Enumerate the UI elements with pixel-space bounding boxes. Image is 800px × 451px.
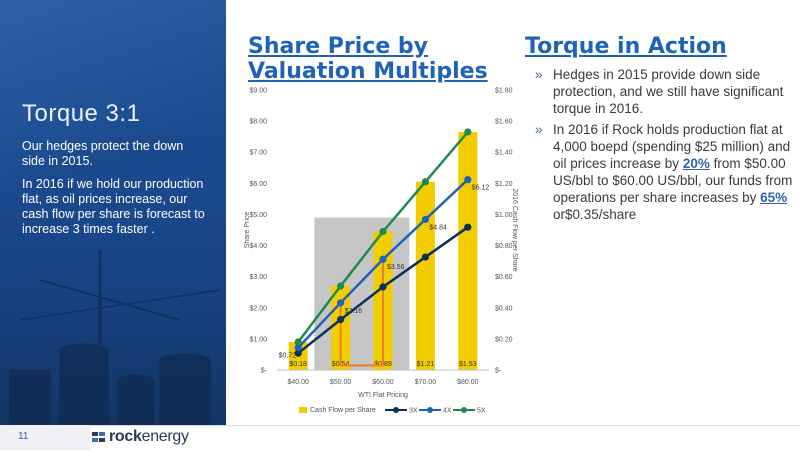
bullet-production-text-1: In 2016 if Rock holds production flat at…: [553, 122, 791, 171]
legend-marker-5x: [461, 407, 467, 413]
bar-value-label: $1.53: [459, 361, 477, 368]
legend-swatch-cash-flow: [299, 407, 307, 413]
y-axis-title: Share Price: [244, 212, 251, 249]
y-tick-label: $-: [261, 368, 268, 375]
series-point-5x: [337, 282, 345, 290]
share-price-chart: $0.18 $0.54 $0.89 $1.21 $1.53$-$1.00$2.00$3.…: [244, 88, 518, 415]
legend-label-3x: 3X: [409, 408, 418, 415]
x-tick-label: $70.00: [415, 379, 437, 386]
series-point-3x: [379, 283, 387, 291]
line-value-label: $3.56: [387, 264, 405, 271]
legend-marker-4x: [427, 407, 433, 413]
sky-backdrop: [0, 0, 226, 260]
highlight-ffo-increase: 65%: [760, 190, 788, 205]
y-tick-label: $8.00: [249, 119, 267, 126]
bar-value-label: $1.21: [417, 361, 435, 368]
chart-title-line-2: Valuation Multiples: [248, 59, 488, 84]
logo-word-energy: energy: [141, 428, 189, 445]
line-value-label: $4.84: [429, 224, 447, 231]
legend-label-5x: 5X: [477, 408, 486, 415]
highlight-region: [314, 217, 410, 370]
y-tick-label: $7.00: [249, 150, 267, 157]
left-panel: Torque 3:1 Our hedges protect the down s…: [0, 0, 226, 450]
bar-cash-flow: [415, 181, 435, 370]
x-tick-label: $50.00: [330, 379, 352, 386]
y-tick-label: $1.00: [249, 336, 267, 343]
legend-marker-3x: [393, 407, 399, 413]
y2-tick-label: $1.20: [495, 181, 513, 188]
company-logo: rockenergy: [92, 428, 189, 446]
x-tick-label: $40.00: [287, 379, 309, 386]
bar-cash-flow: [458, 132, 478, 370]
y2-tick-label: $0.80: [495, 243, 513, 250]
bar-value-label: $0.18: [289, 361, 307, 368]
series-point-5x: [464, 128, 472, 136]
hedge-protection-text: Our hedges protect the down side in 2015…: [22, 139, 184, 168]
series-point-3x: [421, 253, 429, 261]
y-tick-label: $2.00: [249, 305, 267, 312]
y2-tick-label: $1.60: [495, 119, 513, 126]
series-point-4x: [294, 344, 302, 352]
y2-tick-label: $1.80: [495, 88, 513, 95]
x-tick-label: $80.00: [457, 379, 479, 386]
bullet-production-text-2: from $50.00 US/bbl to $60.00 US/bbl, our…: [553, 156, 793, 205]
logo-word-rock: rock: [109, 428, 142, 445]
series-point-4x: [464, 176, 472, 184]
chart-title: Share Price by Valuation Multiples: [248, 34, 498, 84]
bullet-hedges: » Hedges in 2015 provide down side protec…: [533, 66, 793, 117]
x-tick-label: $60.00: [372, 379, 394, 386]
series-point-3x: [337, 316, 345, 324]
series-point-4x: [379, 255, 387, 263]
cash-flow-forecast-text: In 2016 if we hold our production flat, …: [22, 177, 205, 236]
y2-tick-label: $0.40: [495, 305, 513, 312]
logo-mark-icon: [92, 430, 106, 444]
y-tick-label: $3.00: [249, 274, 267, 281]
torque-ratio-title: Torque 3:1: [22, 100, 141, 127]
bullet-marker-icon: »: [535, 67, 543, 82]
legend-label-4x: 4X: [443, 408, 452, 415]
chart-title-line-1: Share Price by: [248, 34, 429, 59]
y2-tick-label: $-: [495, 368, 502, 375]
bullet-hedges-text: Hedges in 2015 provide down side protect…: [553, 67, 784, 116]
series-point-4x: [421, 215, 429, 224]
oil-field-silhouette-image: [9, 250, 221, 450]
bullet-production-text-3: or$0.35/share: [553, 207, 637, 222]
line-value-label: $0.72: [279, 353, 297, 360]
y2-axis-title: 2016 Cash Flow per Share: [511, 188, 518, 271]
bullet-production: » In 2016 if Rock holds production flat a…: [533, 121, 793, 223]
torque-in-action-title: Torque in Action: [525, 34, 727, 59]
torque-bullet-list: » Hedges in 2015 provide down side protec…: [533, 66, 793, 227]
y2-tick-label: $0.20: [495, 336, 513, 343]
y2-tick-label: $0.60: [495, 274, 513, 281]
y2-tick-label: $1.40: [495, 150, 513, 157]
line-value-label: $2.16: [345, 308, 363, 315]
page-number: 11: [18, 431, 29, 442]
legend-label-cash-flow: Cash Flow per Share: [310, 407, 376, 414]
bullet-marker-icon: »: [535, 122, 543, 137]
y-tick-label: $9.00: [249, 88, 267, 95]
series-point-5x: [421, 178, 429, 186]
y-tick-label: $4.00: [249, 243, 267, 250]
torque-in-action-title-text: Torque in Action: [525, 34, 727, 59]
orange-bracket: [339, 259, 384, 367]
y-tick-label: $5.00: [249, 212, 267, 219]
series-point-3x: [294, 349, 302, 357]
series-point-4x: [337, 299, 345, 307]
series-point-3x: [464, 223, 472, 231]
series-point-5x: [379, 227, 387, 236]
x-axis-title: WTI Flat Pricing: [358, 392, 408, 399]
highlight-price-increase: 20%: [682, 156, 710, 171]
logo-wordmark: rockenergy: [109, 428, 189, 446]
y2-tick-label: $1.00: [495, 212, 513, 219]
y-tick-label: $6.00: [249, 181, 267, 188]
line-value-label: $6.12: [472, 185, 490, 192]
series-point-5x: [294, 338, 302, 346]
footer-logo-area: [90, 425, 800, 451]
